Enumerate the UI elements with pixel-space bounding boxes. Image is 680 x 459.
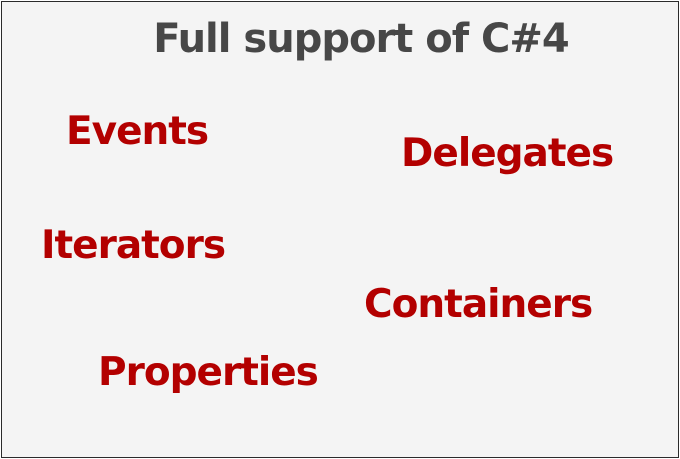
slide-title: Full support of C#4 xyxy=(153,16,569,62)
feature-containers: Containers xyxy=(364,282,593,327)
feature-events: Events xyxy=(66,109,209,154)
feature-delegates: Delegates xyxy=(401,131,614,176)
feature-iterators: Iterators xyxy=(41,223,226,268)
feature-properties: Properties xyxy=(98,350,319,395)
